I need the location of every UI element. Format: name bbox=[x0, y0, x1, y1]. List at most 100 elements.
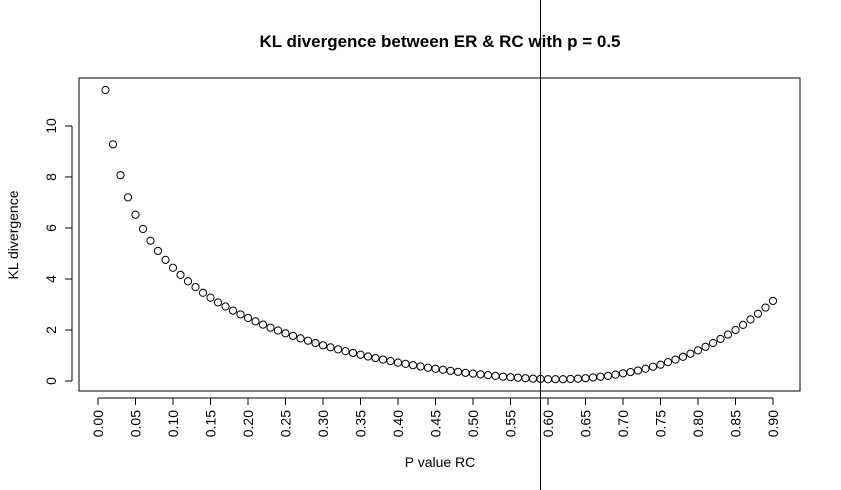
data-point bbox=[641, 364, 650, 373]
data-point bbox=[761, 303, 770, 312]
data-point bbox=[566, 374, 575, 384]
data-point bbox=[693, 346, 703, 355]
data-point bbox=[648, 362, 658, 371]
data-point bbox=[281, 329, 290, 338]
data-point bbox=[363, 352, 373, 361]
data-point bbox=[626, 367, 635, 377]
data-point bbox=[528, 374, 538, 383]
data-point bbox=[723, 330, 733, 339]
data-point bbox=[138, 224, 148, 234]
x-axis-label: P value RC bbox=[405, 454, 476, 470]
data-point bbox=[498, 372, 508, 381]
y-tick-label: 6 bbox=[43, 224, 59, 232]
data-point bbox=[311, 338, 320, 348]
data-point bbox=[716, 334, 725, 344]
data-point bbox=[131, 210, 140, 219]
data-point bbox=[581, 374, 590, 383]
data-point bbox=[521, 374, 530, 383]
x-tick-label: 0.45 bbox=[428, 410, 444, 437]
data-point bbox=[266, 323, 275, 332]
x-tick-label: 0.10 bbox=[165, 410, 181, 437]
data-point bbox=[251, 317, 260, 326]
x-tick-label: 0.30 bbox=[315, 410, 331, 437]
x-tick-label: 0.65 bbox=[578, 410, 594, 437]
data-point bbox=[161, 255, 170, 264]
x-tick-label: 0.40 bbox=[390, 410, 406, 437]
data-point bbox=[491, 371, 500, 380]
data-point bbox=[408, 361, 418, 370]
data-point bbox=[558, 375, 568, 384]
data-point bbox=[663, 358, 673, 367]
data-point bbox=[633, 366, 643, 375]
y-axis: 0 2 4 6 8 10 bbox=[43, 118, 73, 385]
x-tick-label: 0.80 bbox=[690, 410, 706, 437]
plot-frame bbox=[78, 77, 801, 392]
data-point bbox=[446, 366, 455, 375]
data-point bbox=[401, 359, 410, 369]
data-point bbox=[438, 365, 448, 374]
x-tick-label: 0.25 bbox=[278, 410, 294, 437]
data-point bbox=[303, 336, 313, 345]
x-tick-label: 0.55 bbox=[503, 410, 519, 437]
y-tick-label: 8 bbox=[43, 173, 59, 181]
data-point bbox=[678, 352, 688, 361]
data-point bbox=[701, 342, 710, 351]
data-point bbox=[213, 298, 223, 307]
data-point bbox=[656, 360, 665, 369]
data-point bbox=[753, 309, 763, 318]
data-point bbox=[288, 331, 298, 340]
data-point bbox=[108, 140, 118, 149]
y-tick-label: 10 bbox=[43, 118, 59, 134]
data-points bbox=[101, 85, 778, 384]
data-point bbox=[423, 363, 433, 372]
y-axis-label: KL divergence bbox=[5, 190, 21, 279]
data-point bbox=[318, 341, 328, 350]
data-point bbox=[191, 283, 200, 292]
data-point bbox=[483, 371, 493, 380]
data-point bbox=[551, 375, 560, 384]
x-tick-label: 0.85 bbox=[728, 410, 744, 437]
data-point bbox=[596, 372, 605, 381]
y-tick-label: 4 bbox=[43, 275, 59, 283]
data-point bbox=[326, 343, 335, 352]
y-tick-label: 0 bbox=[43, 377, 59, 385]
data-point bbox=[618, 369, 628, 378]
x-tick-label: 0.70 bbox=[615, 410, 631, 437]
x-axis: 0.00 0.05 0.10 0.15 0.20 0.25 0.30 0.35 0.40 0.45… bbox=[90, 397, 781, 437]
data-point bbox=[738, 320, 748, 329]
data-point bbox=[371, 353, 380, 363]
data-point bbox=[453, 367, 463, 376]
data-point bbox=[746, 315, 755, 324]
data-point bbox=[176, 270, 185, 280]
data-point bbox=[768, 296, 778, 306]
data-point bbox=[333, 345, 343, 354]
data-point bbox=[378, 355, 388, 364]
data-point bbox=[153, 246, 163, 256]
data-point bbox=[588, 373, 598, 382]
data-point bbox=[506, 373, 515, 382]
data-point bbox=[228, 306, 238, 315]
data-point bbox=[168, 263, 178, 272]
data-point bbox=[258, 320, 268, 329]
data-point bbox=[611, 370, 620, 379]
x-tick-label: 0.05 bbox=[128, 410, 144, 437]
data-point bbox=[356, 350, 365, 359]
data-point bbox=[348, 348, 358, 358]
data-point bbox=[603, 371, 613, 380]
data-point bbox=[431, 364, 440, 373]
x-tick-label: 0.35 bbox=[353, 410, 369, 437]
data-point bbox=[198, 288, 208, 297]
data-point bbox=[183, 277, 193, 286]
data-point bbox=[243, 313, 253, 323]
data-point bbox=[236, 310, 245, 319]
data-point bbox=[101, 85, 110, 95]
data-point bbox=[221, 302, 230, 311]
data-point bbox=[386, 357, 395, 366]
x-tick-label: 0.00 bbox=[90, 410, 106, 437]
x-tick-label: 0.75 bbox=[653, 410, 669, 437]
data-point bbox=[513, 373, 523, 382]
y-tick-label: 2 bbox=[43, 326, 59, 334]
data-point bbox=[416, 362, 425, 371]
data-point bbox=[708, 338, 718, 348]
